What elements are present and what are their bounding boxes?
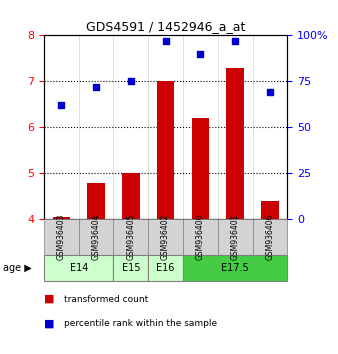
Text: percentile rank within the sample: percentile rank within the sample xyxy=(64,319,217,329)
Text: GSM936403: GSM936403 xyxy=(57,214,66,261)
Text: transformed count: transformed count xyxy=(64,295,148,304)
Text: E15: E15 xyxy=(122,263,140,273)
Point xyxy=(58,103,64,108)
Text: GSM936405: GSM936405 xyxy=(126,214,135,261)
Bar xyxy=(226,68,244,219)
Text: E16: E16 xyxy=(156,263,175,273)
Bar xyxy=(261,201,279,219)
Point xyxy=(128,79,134,84)
Text: E17.5: E17.5 xyxy=(221,263,249,273)
Bar xyxy=(157,81,174,219)
Text: GSM936400: GSM936400 xyxy=(196,214,205,261)
Text: GSM936402: GSM936402 xyxy=(161,214,170,261)
Point xyxy=(267,90,273,95)
Text: ■: ■ xyxy=(44,294,54,304)
Text: E14: E14 xyxy=(70,263,88,273)
Bar xyxy=(192,118,209,219)
Title: GDS4591 / 1452946_a_at: GDS4591 / 1452946_a_at xyxy=(86,20,245,33)
Text: GSM936404: GSM936404 xyxy=(92,214,101,261)
Text: ■: ■ xyxy=(44,319,54,329)
Bar xyxy=(122,173,140,219)
Text: GSM936406: GSM936406 xyxy=(265,214,274,261)
Bar xyxy=(88,183,105,219)
Point xyxy=(163,38,168,44)
Point xyxy=(93,84,99,90)
Bar xyxy=(53,217,70,219)
Text: age ▶: age ▶ xyxy=(3,263,32,273)
Point xyxy=(198,51,203,57)
Text: GSM936401: GSM936401 xyxy=(231,214,240,261)
Point xyxy=(233,38,238,44)
